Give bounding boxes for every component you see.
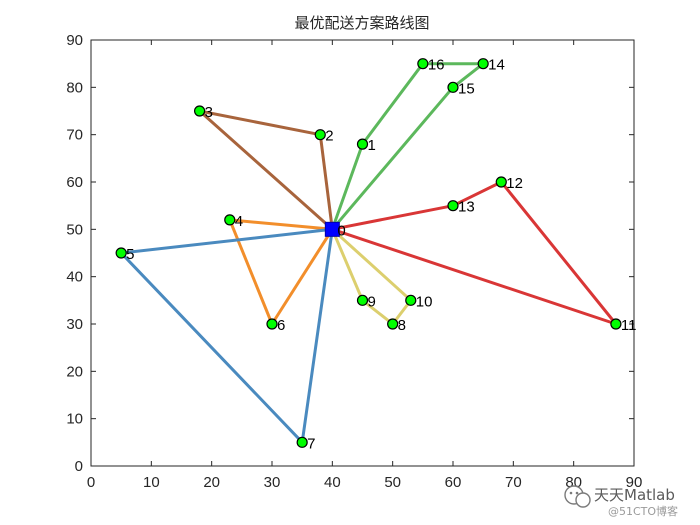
node-4-label: 4 (235, 213, 243, 230)
depot-marker (324, 221, 340, 237)
y-tick-label: 60 (66, 174, 83, 191)
node-12-marker (495, 176, 507, 188)
node-7-marker (296, 436, 308, 448)
node-3-marker (194, 105, 206, 117)
depot-label: 0 (337, 222, 345, 239)
route-1 (330, 62, 485, 231)
node-11-marker (610, 318, 622, 330)
customer-nodes (115, 58, 622, 448)
node-2-label: 2 (325, 128, 333, 145)
x-tick-label: 90 (626, 474, 643, 491)
node-8-label: 8 (398, 317, 406, 334)
y-tick-label: 10 (66, 411, 83, 428)
node-6-label: 6 (277, 317, 285, 334)
y-tick-label: 40 (66, 269, 83, 286)
x-tick-label: 60 (445, 474, 462, 491)
node-13-label: 13 (458, 199, 475, 216)
node-9-label: 9 (368, 293, 376, 310)
node-12-label: 12 (506, 175, 523, 192)
y-tick-label: 90 (66, 32, 83, 49)
node-5-label: 5 (126, 246, 134, 263)
watermark-name: 天天Matlab (594, 486, 675, 504)
x-tick-label: 0 (87, 474, 95, 491)
node-7-label: 7 (307, 435, 315, 452)
y-tick-label: 70 (66, 127, 83, 144)
node-6-marker (266, 318, 278, 330)
x-tick-label: 40 (324, 474, 341, 491)
plot-box (90, 39, 635, 467)
y-tick-label: 80 (66, 79, 83, 96)
y-tick-label: 30 (66, 316, 83, 333)
node-9-marker (356, 294, 369, 306)
wechat-icon (564, 485, 591, 508)
node-10-label: 10 (416, 293, 433, 310)
node-14-label: 14 (488, 57, 505, 74)
route-2 (198, 109, 334, 231)
node-13-marker (447, 200, 459, 212)
node-2-marker (314, 129, 326, 141)
route-5 (119, 227, 334, 444)
node-4-marker (224, 214, 236, 226)
x-tick-label: 30 (264, 474, 281, 491)
node-16-marker (417, 58, 429, 70)
y-tick-label: 50 (66, 221, 83, 238)
node-14-marker (477, 58, 489, 70)
watermark: 天天Matlab @51CTO博客 (564, 485, 678, 518)
node-8-marker (387, 318, 399, 330)
chart-title: 最优配送方案路线图 (294, 14, 429, 32)
watermark-site: @51CTO博客 (608, 504, 678, 518)
node-3-label: 3 (205, 104, 213, 121)
x-tick-label: 70 (505, 474, 522, 491)
node-16-label: 16 (428, 57, 445, 74)
node-15-marker (447, 81, 459, 93)
x-tick-label: 10 (143, 474, 160, 491)
node-15-label: 15 (458, 80, 475, 97)
y-tick-label: 20 (66, 363, 83, 380)
node-1-marker (356, 138, 369, 150)
y-tick-label: 0 (75, 458, 83, 475)
node-10-marker (405, 294, 417, 306)
node-5-marker (115, 247, 127, 259)
x-tick-label: 50 (384, 474, 401, 491)
node-11-label: 11 (621, 317, 637, 334)
route-4 (228, 218, 334, 326)
x-tick-label: 20 (203, 474, 220, 491)
node-1-label: 1 (368, 137, 376, 154)
